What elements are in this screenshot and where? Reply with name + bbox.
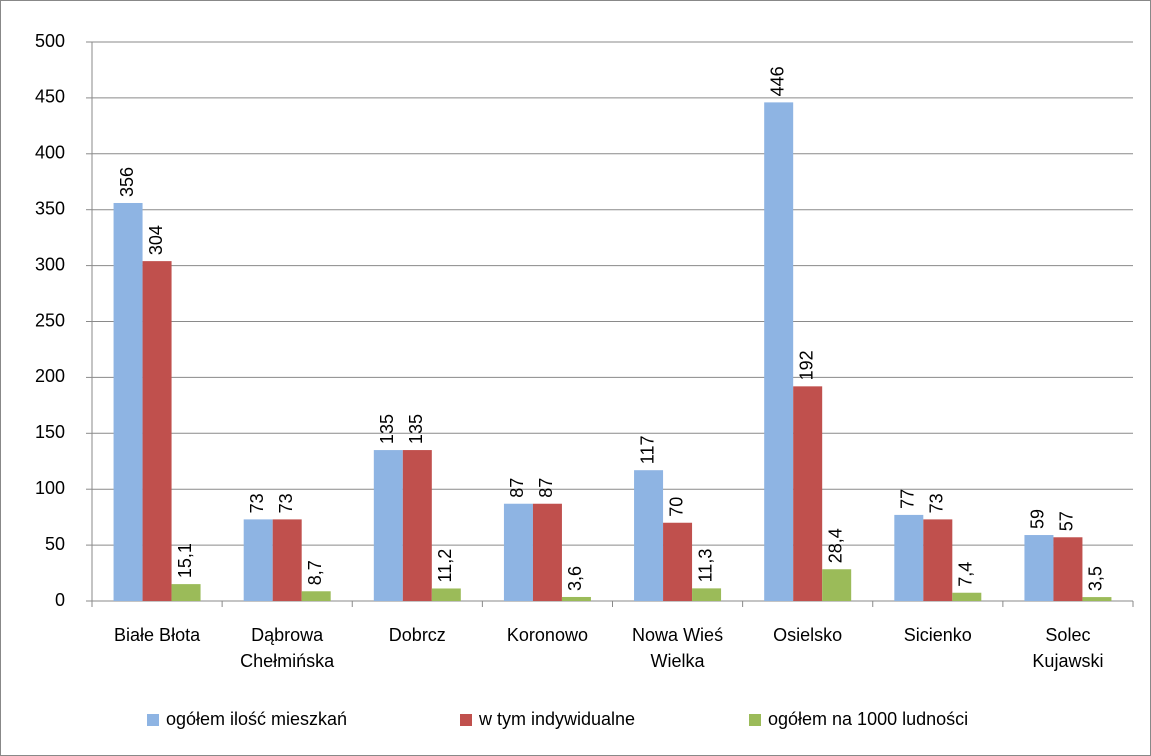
data-label: 11,3 [695, 549, 715, 583]
bar [663, 522, 693, 601]
legend-swatch [460, 714, 472, 726]
bar [894, 514, 924, 601]
bar [692, 588, 722, 601]
x-tick-label: Dąbrowa Chełmińska [240, 625, 335, 671]
y-tick-label: 150 [35, 422, 65, 442]
data-label: 135 [406, 414, 426, 444]
bar [1024, 535, 1054, 601]
bar [952, 592, 982, 601]
x-tick-label: Osielsko [773, 625, 843, 645]
data-label: 304 [146, 225, 166, 255]
x-tick-label: Nowa Wieś Wielka [632, 625, 724, 671]
data-label: 73 [276, 493, 296, 513]
x-tick-label: Solec Kujawski [1032, 625, 1104, 671]
y-tick-label: 50 [45, 534, 65, 554]
bar [301, 591, 331, 601]
bar [373, 450, 403, 601]
bar [1053, 537, 1083, 601]
bar [402, 450, 432, 601]
x-tick-label: Sicienko [903, 625, 972, 645]
data-label: 7,4 [956, 562, 976, 587]
bar [561, 596, 591, 601]
data-label: 73 [247, 493, 267, 513]
data-label: 28,4 [825, 528, 845, 563]
y-tick-label: 250 [35, 310, 65, 330]
bar [243, 519, 273, 601]
y-tick-label: 300 [35, 254, 65, 274]
legend-label: ogółem na 1000 ludności [768, 709, 968, 729]
legend-swatch [147, 714, 159, 726]
y-tick-label: 350 [35, 198, 65, 218]
data-label: 117 [637, 435, 657, 464]
bar [634, 470, 664, 601]
y-tick-label: 500 [35, 31, 65, 51]
bar [431, 588, 461, 601]
y-tick-label: 100 [35, 478, 65, 498]
bar [272, 519, 302, 601]
data-label: 8,7 [305, 560, 325, 585]
bar [1082, 597, 1112, 601]
bar [142, 261, 172, 601]
bar [822, 569, 852, 601]
bar [503, 503, 533, 601]
bar [764, 102, 794, 601]
bar [532, 503, 562, 601]
data-label: 57 [1057, 511, 1077, 531]
y-tick-label: 0 [55, 590, 65, 610]
legend-label: ogółem ilość mieszkań [166, 709, 347, 729]
legend-swatch [749, 714, 761, 726]
data-label: 15,1 [175, 543, 195, 578]
data-label: 11,2 [435, 549, 455, 583]
data-label: 73 [927, 493, 947, 513]
legend-label: w tym indywidualne [478, 709, 635, 729]
data-label: 77 [898, 489, 918, 509]
bar [793, 386, 823, 601]
data-label: 87 [536, 478, 556, 498]
y-tick-label: 400 [35, 143, 65, 163]
x-tick-label: Dobrcz [388, 625, 446, 645]
bar [113, 202, 143, 601]
x-tick-label: Koronowo [506, 625, 588, 645]
bar [923, 519, 953, 601]
data-label: 446 [767, 66, 787, 96]
bar [171, 584, 201, 601]
data-label: 356 [117, 167, 137, 197]
x-tick-label: Białe Błota [114, 625, 201, 645]
y-tick-label: 200 [35, 366, 65, 386]
data-label: 70 [666, 497, 686, 517]
data-label: 59 [1028, 509, 1048, 529]
data-label: 135 [377, 414, 397, 444]
data-label: 87 [507, 478, 527, 498]
y-tick-label: 450 [35, 87, 65, 107]
data-label: 3,5 [1086, 566, 1106, 591]
data-label: 3,6 [565, 566, 585, 591]
data-label: 192 [796, 350, 816, 380]
